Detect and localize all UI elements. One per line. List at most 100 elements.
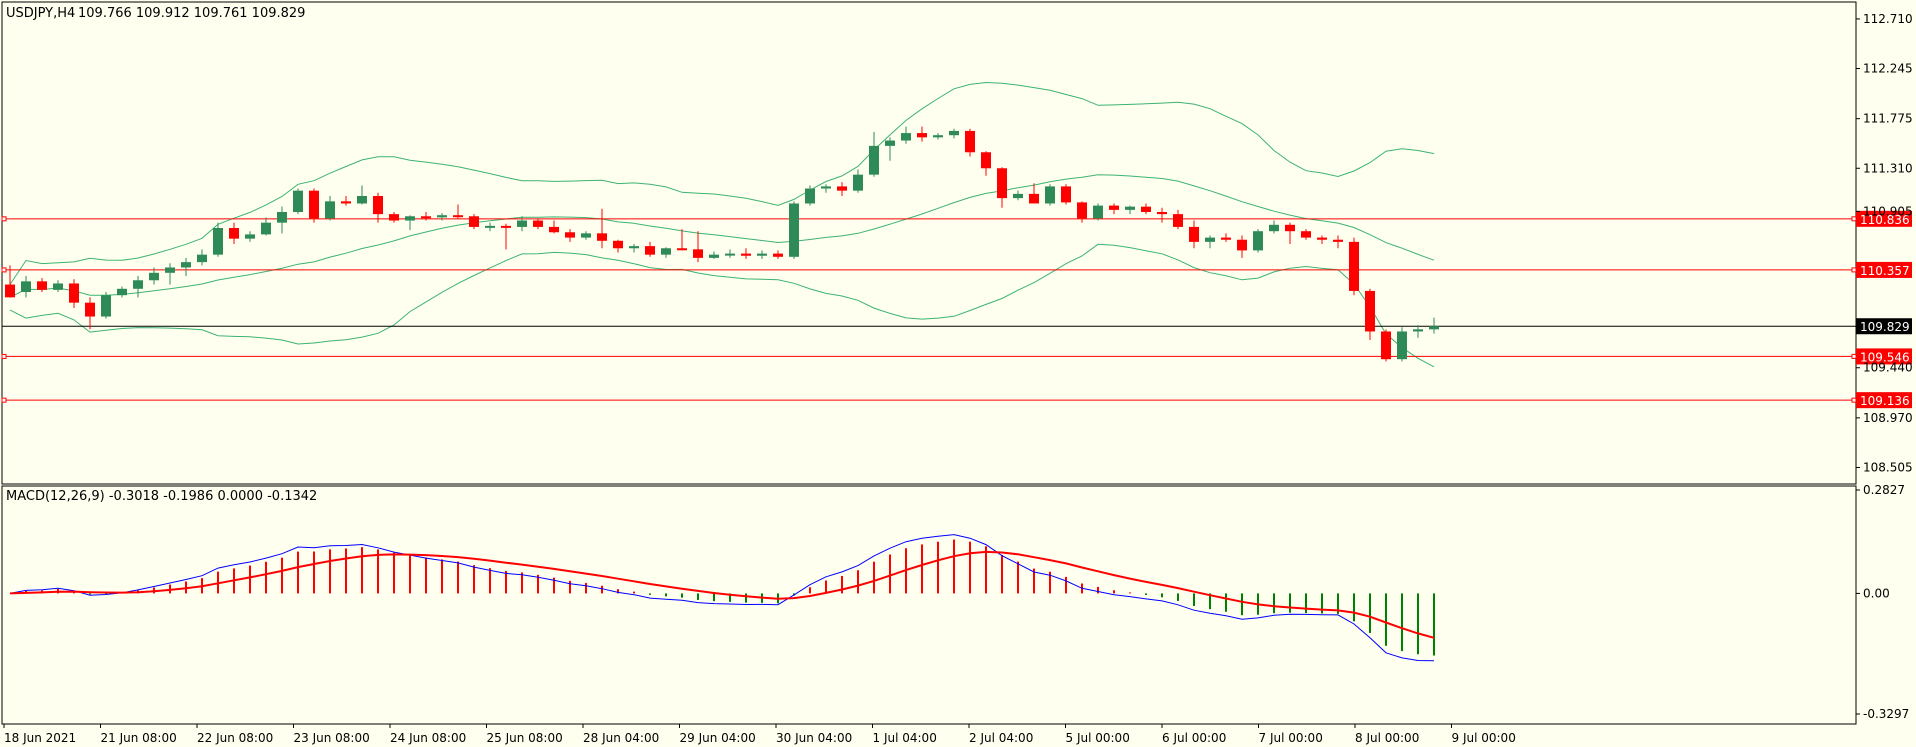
candle-47[interactable] [757, 250, 767, 259]
candle-72[interactable] [1157, 207, 1167, 223]
candle-56[interactable] [901, 126, 911, 144]
candle-37[interactable] [597, 208, 607, 249]
candle-79[interactable] [1269, 220, 1279, 234]
candle-27[interactable] [437, 213, 447, 221]
level-handle-right-1[interactable] [1851, 267, 1857, 273]
candle-75[interactable] [1205, 235, 1215, 249]
candle-80[interactable] [1285, 222, 1295, 244]
candle-73[interactable] [1173, 209, 1183, 230]
level-handle-right-3[interactable] [1851, 397, 1857, 403]
candle-33[interactable] [533, 218, 543, 230]
level-handle-right-0[interactable] [1851, 216, 1857, 222]
candle-22[interactable] [357, 185, 367, 205]
candle-19[interactable] [309, 188, 319, 223]
candle-10[interactable] [165, 263, 175, 285]
candle-38[interactable] [613, 239, 623, 253]
candle-60[interactable] [965, 128, 975, 157]
candle-45[interactable] [725, 249, 735, 258]
candle-6[interactable] [101, 292, 111, 319]
candle-83[interactable] [1333, 235, 1343, 249]
time-tick-label-8: 30 Jun 04:00 [776, 731, 852, 745]
candle-9[interactable] [149, 267, 159, 285]
candle-74[interactable] [1189, 220, 1199, 249]
level-handle-left-3[interactable] [1, 397, 7, 403]
candle-24[interactable] [389, 212, 399, 223]
candle-35[interactable] [565, 229, 575, 242]
level-handle-left-0[interactable] [1, 216, 7, 222]
candle-11[interactable] [181, 257, 191, 276]
candle-87[interactable] [1397, 327, 1407, 362]
candle-20[interactable] [325, 196, 335, 221]
candle-5[interactable] [85, 297, 95, 330]
candle-50[interactable] [805, 185, 815, 206]
candle-59[interactable] [949, 128, 959, 139]
candle-53[interactable] [853, 169, 863, 193]
candle-51[interactable] [821, 184, 831, 193]
candle-17[interactable] [277, 206, 287, 234]
candle-64[interactable] [1029, 183, 1039, 204]
candle-77[interactable] [1237, 235, 1247, 258]
candle-40[interactable] [645, 241, 655, 257]
candle-46[interactable] [741, 248, 751, 259]
candle-58[interactable] [933, 133, 943, 140]
candle-49[interactable] [789, 201, 799, 259]
candle-0[interactable] [5, 265, 15, 298]
candles[interactable] [5, 126, 1439, 362]
candle-81[interactable] [1301, 229, 1311, 240]
candle-14[interactable] [229, 222, 239, 244]
candle-62[interactable] [997, 167, 1007, 208]
level-handle-left-2[interactable] [1, 353, 7, 359]
candle-42[interactable] [677, 229, 687, 251]
candle-88[interactable] [1413, 325, 1423, 338]
candle-25[interactable] [405, 215, 415, 231]
candle-65[interactable] [1045, 184, 1055, 206]
candle-1[interactable] [21, 276, 31, 298]
candle-4[interactable] [69, 279, 79, 308]
candle-2[interactable] [37, 278, 47, 292]
candle-26[interactable] [421, 212, 431, 221]
candle-86[interactable] [1381, 329, 1391, 362]
candle-44[interactable] [709, 251, 719, 259]
candle-28[interactable] [453, 204, 463, 219]
candle-69[interactable] [1109, 203, 1119, 215]
candle-21[interactable] [341, 196, 351, 206]
candle-48[interactable] [773, 250, 783, 259]
level-handle-left-1[interactable] [1, 267, 7, 273]
candle-32[interactable] [517, 216, 527, 232]
level-handle-right-2[interactable] [1851, 353, 1857, 359]
candle-61[interactable] [981, 151, 991, 176]
candle-84[interactable] [1349, 237, 1359, 296]
candle-68[interactable] [1093, 203, 1103, 221]
candle-8[interactable] [133, 276, 143, 298]
candle-18[interactable] [293, 188, 303, 215]
candle-54[interactable] [869, 132, 879, 177]
candle-85[interactable] [1365, 288, 1375, 340]
candle-12[interactable] [197, 249, 207, 266]
candle-31[interactable] [501, 223, 511, 250]
candle-3[interactable] [53, 280, 63, 292]
candle-57[interactable] [917, 126, 927, 142]
candle-41[interactable] [661, 247, 671, 258]
candle-89[interactable] [1429, 317, 1439, 334]
candle-15[interactable] [245, 231, 255, 242]
candle-29[interactable] [469, 214, 479, 230]
candle-36[interactable] [581, 231, 591, 240]
candle-34[interactable] [549, 220, 559, 234]
candle-39[interactable] [629, 244, 639, 253]
candle-70[interactable] [1125, 205, 1135, 215]
candle-52[interactable] [837, 182, 847, 196]
candle-7[interactable] [117, 286, 127, 298]
candle-76[interactable] [1221, 233, 1231, 242]
candle-71[interactable] [1141, 203, 1151, 215]
candle-30[interactable] [485, 222, 495, 232]
candle-16[interactable] [261, 217, 271, 236]
candle-43[interactable] [693, 231, 703, 263]
candle-55[interactable] [885, 137, 895, 161]
candle-67[interactable] [1077, 201, 1087, 223]
candle-13[interactable] [213, 222, 223, 257]
candle-78[interactable] [1253, 229, 1263, 253]
candle-23[interactable] [373, 192, 383, 223]
candle-66[interactable] [1061, 184, 1071, 205]
candle-63[interactable] [1013, 190, 1023, 201]
candle-82[interactable] [1317, 235, 1327, 244]
